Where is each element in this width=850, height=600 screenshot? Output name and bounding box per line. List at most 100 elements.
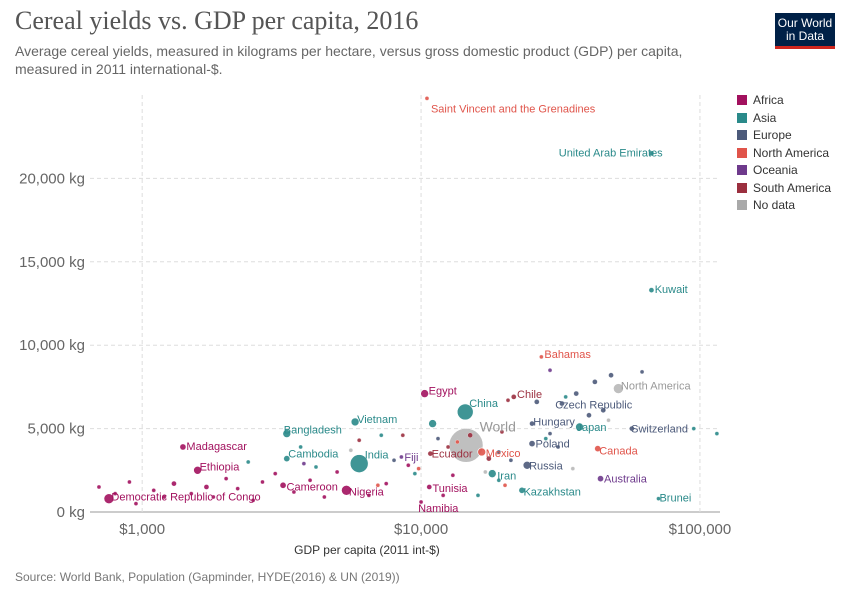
point-label: Fiji [404, 452, 418, 464]
data-point [283, 455, 290, 462]
legend-swatch [737, 130, 747, 140]
data-point [502, 483, 508, 488]
point-label: Iran [497, 471, 516, 483]
data-point [349, 454, 369, 473]
point-label: Ethiopia [200, 461, 241, 473]
x-tick-label: $100,000 [669, 521, 732, 538]
data-point [427, 450, 434, 457]
data-point [467, 432, 473, 438]
legend-swatch [737, 200, 747, 210]
point-label: Cambodia [288, 449, 339, 461]
point-label: World [480, 418, 516, 434]
data-point [322, 494, 327, 500]
point-label: Nigeria [349, 486, 385, 498]
data-point [534, 399, 540, 405]
data-point [366, 493, 372, 498]
data-point [528, 440, 536, 447]
data-point [171, 480, 177, 487]
legend-item-oceania[interactable]: Oceania [737, 162, 798, 178]
data-point [656, 496, 661, 501]
owid-logo[interactable]: Our World in Data [775, 13, 835, 49]
data-point [456, 403, 474, 421]
data-point [600, 407, 606, 413]
data-point [260, 479, 265, 485]
data-point [251, 498, 256, 503]
data-point [357, 438, 362, 443]
data-point [547, 431, 553, 436]
data-point [648, 150, 655, 157]
legend-label: Africa [753, 93, 784, 107]
legend-label: No data [753, 198, 796, 212]
data-point [406, 463, 411, 468]
legend-label: Europe [753, 128, 792, 142]
point-label: Cameroon [287, 481, 338, 493]
data-point [499, 429, 505, 435]
data-point [450, 473, 455, 478]
data-point [522, 460, 532, 470]
data-point [298, 444, 303, 450]
legend-item-north-america[interactable]: North America [737, 145, 829, 161]
point-label: Bahamas [544, 349, 591, 361]
data-point [629, 425, 635, 432]
data-point [235, 486, 240, 491]
data-point [511, 394, 517, 400]
data-point [301, 461, 307, 466]
point-label: Australia [604, 474, 648, 486]
logo-line-2: in Data [785, 29, 825, 43]
legend-swatch [737, 95, 747, 105]
data-point [179, 443, 187, 451]
data-point [211, 494, 216, 500]
data-point [112, 491, 118, 496]
point-label: Japan [577, 422, 607, 434]
legend-swatch [737, 183, 747, 193]
data-point [486, 455, 492, 462]
legend-item-europe[interactable]: Europe [737, 127, 792, 143]
point-label: Chile [517, 389, 542, 401]
data-point [435, 436, 441, 441]
data-point [127, 479, 132, 485]
data-point [400, 433, 405, 438]
data-point [483, 469, 488, 475]
legend-label: Oceania [753, 163, 798, 177]
point-label: Hungary [533, 417, 575, 429]
data-point [508, 458, 514, 463]
data-point [455, 439, 460, 445]
point-label: Namibia [418, 503, 459, 515]
data-point [279, 482, 287, 489]
data-point [573, 390, 579, 397]
legend-item-africa[interactable]: Africa [737, 92, 784, 108]
data-point [341, 485, 352, 496]
point-label: Czech Republic [555, 400, 633, 412]
legend-item-south-america[interactable]: South America [737, 180, 831, 196]
legend-item-asia[interactable]: Asia [737, 110, 776, 126]
data-point [348, 448, 353, 453]
y-tick-label: 5,000 kg [27, 421, 85, 438]
data-point [424, 96, 430, 101]
data-point [613, 383, 624, 394]
chart-subtitle: Average cereal yields, measured in kilog… [15, 43, 683, 77]
data-point [539, 354, 544, 360]
legend-label: North America [753, 146, 830, 160]
source-note: Source: World Bank, Population (Gapminde… [15, 570, 400, 584]
y-tick-label: 20,000 kg [19, 170, 85, 187]
data-point [223, 476, 229, 481]
data-point [606, 418, 611, 423]
point-label: Mexico [486, 448, 521, 460]
point-label: North America [621, 381, 692, 393]
data-point [350, 417, 360, 427]
data-point [597, 475, 604, 482]
data-point [440, 493, 446, 498]
point-label: Democratic Republic of Congo [111, 492, 260, 504]
legend-item-no-data[interactable]: No data [737, 197, 795, 213]
y-tick-label: 10,000 kg [19, 337, 85, 354]
data-point [487, 469, 497, 478]
data-point [189, 491, 194, 496]
point-label: Bangladesh [284, 425, 342, 437]
legend-label: Asia [753, 111, 777, 125]
data-point [379, 433, 384, 438]
data-point [334, 469, 340, 475]
data-point [418, 499, 424, 505]
data-point [375, 483, 381, 488]
point-label: India [365, 450, 390, 462]
data-point [103, 493, 115, 504]
